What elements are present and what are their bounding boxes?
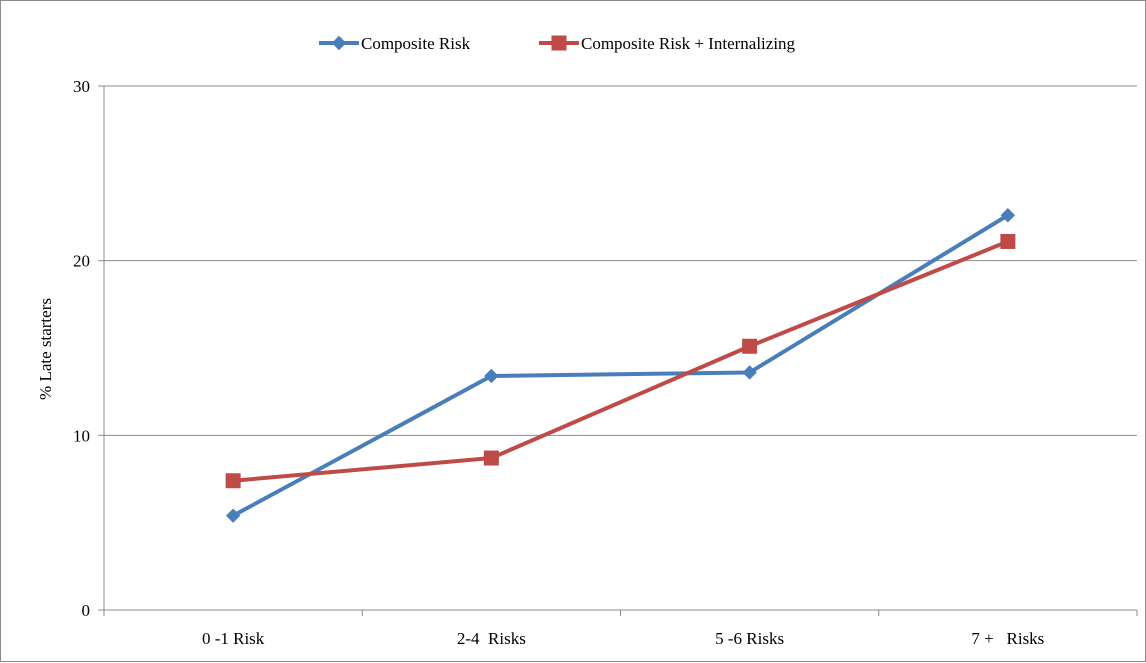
gridlines [104, 85, 1137, 436]
x-tick-label: 0 -1 Risk [202, 629, 265, 648]
series-2 [225, 233, 1016, 489]
x-tick-label: 7 + Risks [971, 629, 1044, 648]
y-axis-title: % Late starters [36, 298, 55, 400]
series-line [232, 239, 1009, 483]
legend: Composite Risk Composite Risk + Internali… [319, 34, 796, 53]
series-1 [225, 208, 1016, 523]
y-tick-label: 30 [73, 77, 90, 96]
x-tick-labels: 0 -1 Risk 2-4 Risks 5 -6 Risks 7 + Risks [202, 629, 1044, 648]
axes [98, 85, 1138, 616]
data-point [484, 368, 499, 384]
legend-label: Composite Risk + Internalizing [581, 34, 796, 53]
x-tick-label: 2-4 Risks [457, 629, 526, 648]
legend-swatch-marker [551, 35, 567, 51]
y-tick-labels: 0 10 20 30 [73, 77, 90, 620]
y-tick-label: 0 [82, 601, 91, 620]
data-point [225, 508, 241, 523]
data-point [483, 450, 499, 466]
data-point [225, 473, 241, 489]
legend-item: Composite Risk + Internalizing [539, 34, 796, 53]
legend-item: Composite Risk [319, 34, 471, 53]
y-tick-label: 10 [73, 426, 90, 445]
legend-label: Composite Risk [361, 34, 471, 53]
data-point [742, 365, 757, 380]
data-point [742, 338, 758, 354]
x-tick-label: 5 -6 Risks [715, 629, 784, 648]
legend-swatch-marker [331, 35, 347, 51]
y-tick-label: 20 [73, 252, 90, 271]
series-layer [225, 208, 1016, 523]
data-point [1000, 208, 1016, 223]
data-point [1000, 233, 1016, 249]
